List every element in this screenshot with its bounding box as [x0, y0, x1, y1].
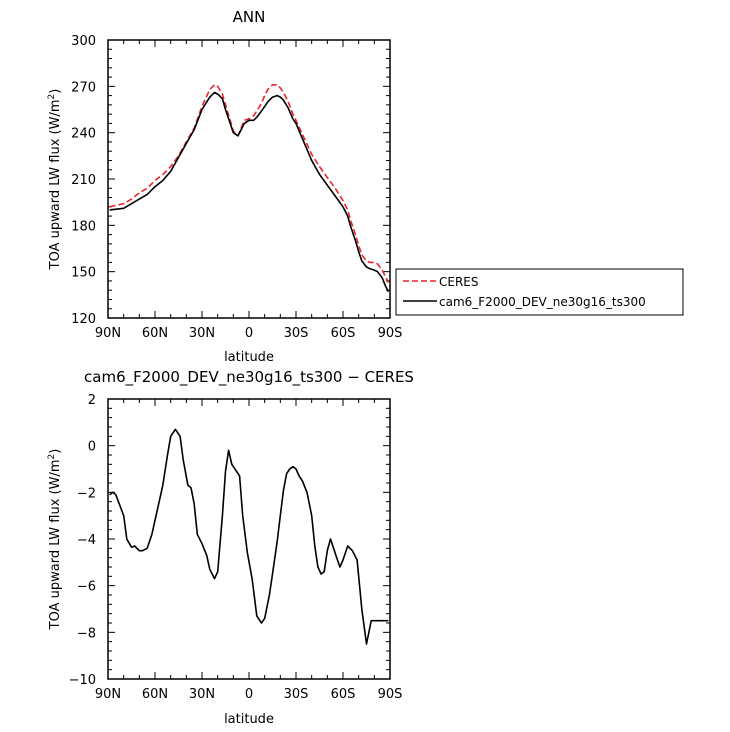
difference-panel: cam6_F2000_DEV_ne30g16_ts300 − CERES 90N… [47, 368, 414, 727]
y-tick-label: 0 [88, 440, 96, 455]
plot-frame [107, 39, 391, 319]
y-tick-label: −6 [77, 580, 96, 595]
x-tick-label: 60N [142, 326, 168, 341]
legend-box [395, 268, 684, 316]
x-tick-label: 90N [95, 326, 121, 341]
x-axis-label: latitude [224, 712, 274, 727]
x-tick-label: 0 [245, 687, 253, 702]
x-tick-label: 30N [189, 326, 215, 341]
y-axis-label: TOA upward LW flux (W/m2) [47, 89, 63, 271]
x-tick-label: 60S [331, 326, 356, 341]
x-tick-label: 30S [284, 326, 309, 341]
series-line-2 [109, 91, 390, 293]
y-tick-label: 270 [71, 80, 96, 95]
y-tick-label: 180 [71, 219, 96, 234]
y-tick-label: 120 [71, 312, 96, 327]
y-tick-label: 300 [71, 34, 96, 49]
y-tick-label: 210 [71, 173, 96, 188]
series-line-1 [109, 428, 389, 645]
x-tick-label: 90N [95, 687, 121, 702]
legend: CERES cam6_F2000_DEV_ne30g16_ts300 [395, 268, 684, 316]
x-axis-label: latitude [224, 350, 274, 365]
panel-title: ANN [233, 8, 266, 26]
y-tick-label: −4 [77, 533, 96, 548]
x-tick-label: 60N [142, 687, 168, 702]
series-line-1 [109, 84, 390, 283]
axis-ticks: 90N 60N 30N 0 30S 60S 90S −10 −8 −6 −4 −2 0 2 [69, 393, 403, 702]
x-tick-label: 30S [284, 687, 309, 702]
series-group [109, 84, 390, 293]
y-tick-label: 240 [71, 127, 96, 142]
y-tick-label: −10 [69, 673, 96, 688]
y-axis-label: TOA upward LW flux (W/m2) [47, 449, 63, 631]
x-tick-label: 30N [189, 687, 215, 702]
x-tick-label: 60S [331, 687, 356, 702]
y-tick-label: 150 [71, 266, 96, 281]
x-tick-label: 90S [378, 326, 403, 341]
y-tick-label: −2 [77, 486, 96, 501]
flux-panel: ANN 90N 60N 30N 0 30S 60S 90S 120 150 180 210 240 27… [47, 8, 402, 365]
y-tick-label: −8 [77, 626, 96, 641]
legend-label-ceres: CERES [439, 275, 479, 289]
series-group [109, 428, 389, 645]
panel-title: cam6_F2000_DEV_ne30g16_ts300 − CERES [84, 368, 414, 387]
x-tick-label: 90S [378, 687, 403, 702]
axis-ticks: 90N 60N 30N 0 30S 60S 90S 120 150 180 210 240 270 300 [71, 34, 402, 341]
y-tick-label: 2 [88, 393, 96, 408]
legend-label-model: cam6_F2000_DEV_ne30g16_ts300 [439, 295, 646, 309]
x-tick-label: 0 [245, 326, 253, 341]
